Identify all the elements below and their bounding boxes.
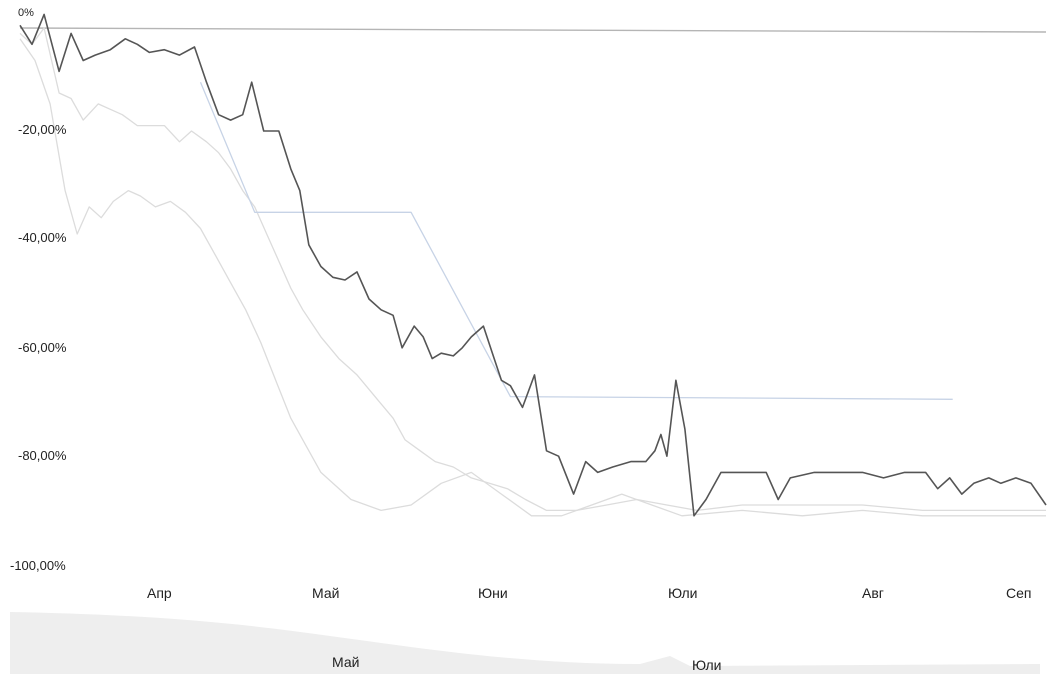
y-tick-label: -80,00% (18, 448, 67, 463)
x-tick-label: Май (312, 585, 339, 601)
y-tick-label: 0% (18, 7, 34, 19)
x-tick-label: Авг (862, 585, 884, 601)
series-line (199, 81, 953, 400)
x-tick-label: Апр (147, 585, 172, 601)
y-tick-label: -100,00% (10, 558, 66, 573)
y-tick-label: -60,00% (18, 340, 67, 355)
axes (19, 27, 1047, 33)
navigator (10, 612, 1040, 674)
x-tick-label: Сеп (1006, 585, 1031, 601)
series-line (19, 38, 1046, 517)
x-tick-label: Юни (478, 585, 508, 601)
x-axis-labels: Апр Май Юни Юли Авг Сеп (147, 585, 1031, 601)
navigator-area (10, 612, 1040, 674)
series-line (19, 27, 1046, 512)
y-axis-labels: 0% -20,00% -40,00% -60,00% -80,00% -100,… (10, 7, 67, 573)
zero-line (19, 27, 1047, 33)
y-tick-label: -40,00% (18, 230, 67, 245)
navigator-label: Юли (692, 657, 722, 673)
navigator-label: Май (332, 654, 359, 670)
y-tick-label: -20,00% (18, 122, 67, 137)
navigator-labels: Май Юли (332, 654, 722, 673)
x-tick-label: Юли (668, 585, 698, 601)
plot-area (19, 13, 1047, 517)
series-line (19, 13, 1047, 517)
